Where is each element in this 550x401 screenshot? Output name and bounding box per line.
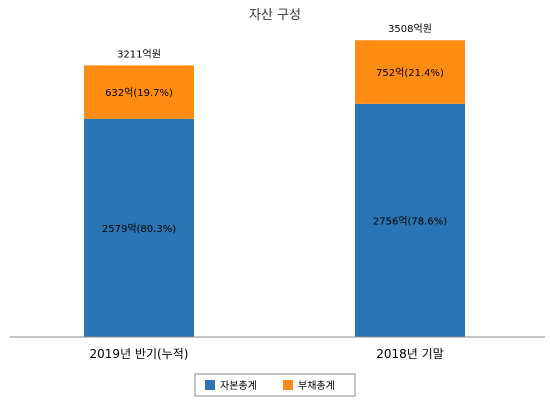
data-label-liabilities-0: 632억(19.7%) xyxy=(105,87,173,99)
x-tick-label-1: 2018년 기말 xyxy=(376,347,443,361)
bar-segment-liabilities-0[interactable] xyxy=(84,65,194,119)
data-label-liabilities-1: 752억(21.4%) xyxy=(376,67,444,79)
data-label-equity-0: 2579억(80.3%) xyxy=(102,223,176,235)
chart-title: 자산 구성 xyxy=(249,8,301,23)
bar-segment-equity-0[interactable] xyxy=(84,118,194,338)
bar-segment-equity-1[interactable] xyxy=(355,103,465,337)
x-tick-labels: 2019년 반기(누적) 2018년 기말 xyxy=(90,347,444,361)
legend-swatch-equity[interactable] xyxy=(205,380,215,390)
legend-label-equity[interactable]: 자본총계 xyxy=(220,380,257,392)
total-label-1: 3508억원 xyxy=(388,23,432,35)
legend[interactable]: 자본총계 부채총계 xyxy=(194,373,356,397)
legend-label-liabilities[interactable]: 부채총계 xyxy=(298,380,335,392)
bars-layer: 2579억(80.3%) 632억(19.7%) 3211억원 2756억(78.6%… xyxy=(84,23,465,338)
bar-segment-liabilities-1[interactable] xyxy=(355,40,465,104)
data-label-equity-1: 2756억(78.6%) xyxy=(373,215,447,227)
x-tick-label-0: 2019년 반기(누적) xyxy=(90,347,189,361)
total-label-0: 3211억원 xyxy=(117,48,161,60)
legend-swatch-liabilities[interactable] xyxy=(283,380,293,390)
legend-box xyxy=(194,373,356,397)
